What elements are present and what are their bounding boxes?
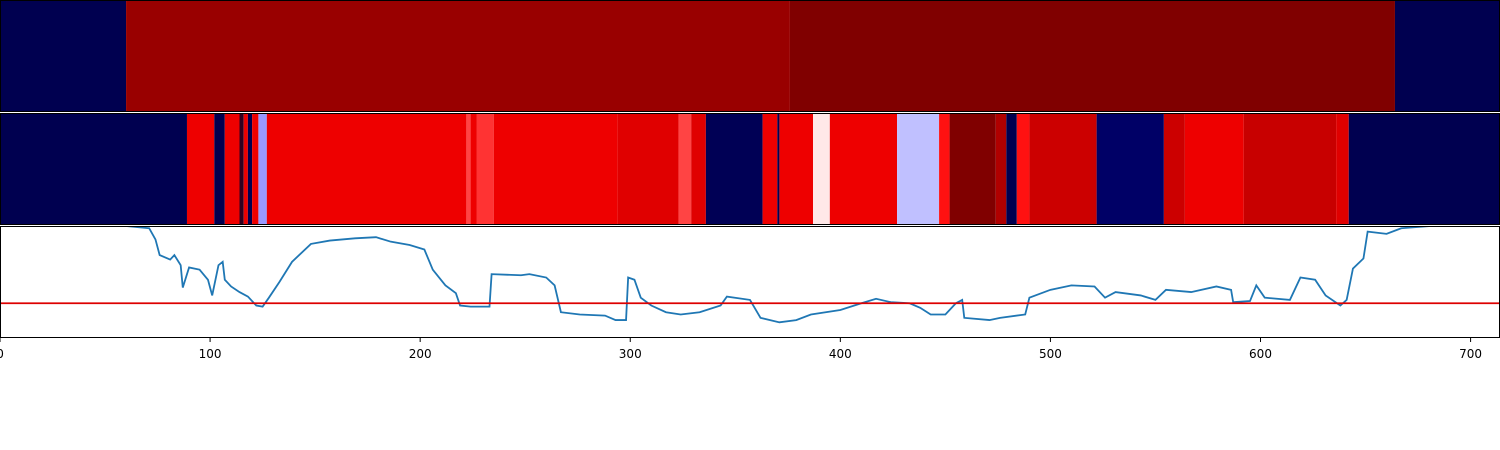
segment [829,113,898,225]
x-tick-label: 600 [1249,347,1272,361]
x-tick-label: 0 [0,347,4,361]
segment [247,113,253,225]
segment [186,113,215,225]
segment [476,113,494,225]
segment [897,113,940,225]
segment [939,113,950,225]
segment [949,113,996,225]
segment [995,113,1007,225]
segment [466,113,471,225]
segment [691,113,706,225]
segment [1006,113,1017,225]
segment [779,113,814,225]
segment [1336,113,1349,225]
segment [1243,113,1337,225]
segment [1163,113,1185,225]
x-tick-label: 100 [199,347,222,361]
segment [789,0,1395,112]
segment [1394,0,1500,112]
segment [224,113,240,225]
segment [258,113,267,225]
segment [678,113,692,225]
segment [1016,113,1030,225]
panel-frame [0,226,1500,338]
segment [243,113,248,225]
segment [762,113,778,225]
segment [252,113,259,225]
x-tick-label: 500 [1039,347,1062,361]
segment [1184,113,1244,225]
plot-area [0,226,1500,324]
segment [239,113,244,225]
x-tick-label: 400 [829,347,852,361]
data-line [125,226,1431,324]
segment [493,113,618,225]
segment [1029,113,1097,225]
segment [0,0,127,112]
segment [126,0,790,112]
segment [1096,113,1164,225]
segment [214,113,225,225]
segment [617,113,679,225]
segment [705,113,763,225]
segment [266,113,467,225]
x-tick-label: 200 [409,347,432,361]
x-tick-label: 700 [1459,347,1482,361]
segment [813,113,830,225]
segment [777,113,780,225]
segment [1348,113,1500,225]
x-tick-label: 300 [619,347,642,361]
segment [0,113,187,225]
segment [470,113,477,225]
